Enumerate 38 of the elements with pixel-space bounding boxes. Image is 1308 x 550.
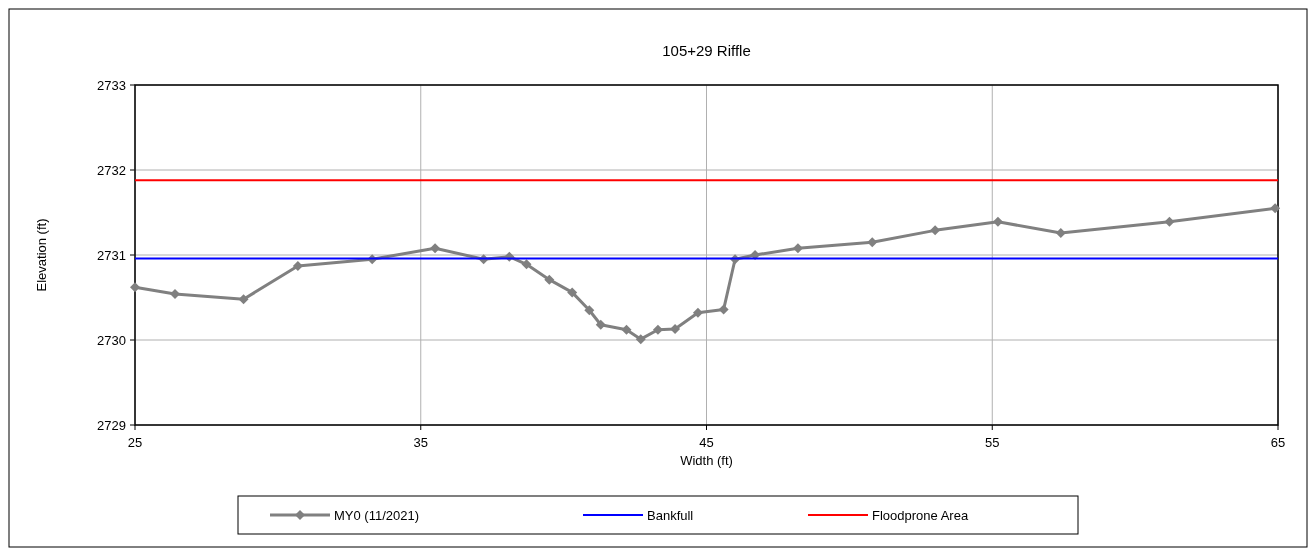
y-tick-label: 2732 — [97, 163, 126, 178]
point — [1164, 216, 1175, 227]
point — [595, 319, 606, 330]
point — [130, 282, 140, 293]
y-tick-label: 2731 — [97, 248, 126, 263]
point — [792, 243, 803, 254]
chart-title: 105+29 Riffle — [662, 42, 751, 59]
y-axis-title: Elevation (ft) — [34, 218, 49, 292]
point — [652, 324, 663, 335]
x-tick-label: 65 — [1270, 435, 1286, 450]
point — [1270, 203, 1281, 214]
x-tick-label: 45 — [699, 435, 714, 450]
point — [521, 259, 532, 270]
y-tick-label: 2729 — [97, 418, 126, 433]
y-tick-label: 2730 — [97, 333, 126, 348]
point — [670, 323, 681, 334]
y-tick-label: 2733 — [97, 78, 126, 93]
x-tick-label: 55 — [985, 435, 1000, 450]
legend-label: Floodprone Area — [872, 508, 969, 523]
point — [170, 289, 180, 300]
point — [238, 294, 249, 305]
point — [867, 237, 878, 248]
point — [718, 304, 729, 315]
point — [544, 274, 555, 285]
point — [692, 307, 703, 318]
point — [621, 324, 632, 335]
x-axis-title: Width (ft) — [680, 453, 733, 468]
point — [292, 261, 303, 272]
x-tick-label: 35 — [413, 435, 428, 450]
legend-label: Bankfull — [647, 508, 694, 523]
point — [430, 243, 441, 254]
x-tick-label: 25 — [127, 435, 143, 450]
point — [930, 225, 941, 236]
legend-label: MY0 (11/2021) — [334, 508, 420, 523]
point — [567, 287, 578, 298]
point — [1055, 227, 1066, 238]
point — [635, 334, 646, 345]
point — [584, 305, 595, 316]
